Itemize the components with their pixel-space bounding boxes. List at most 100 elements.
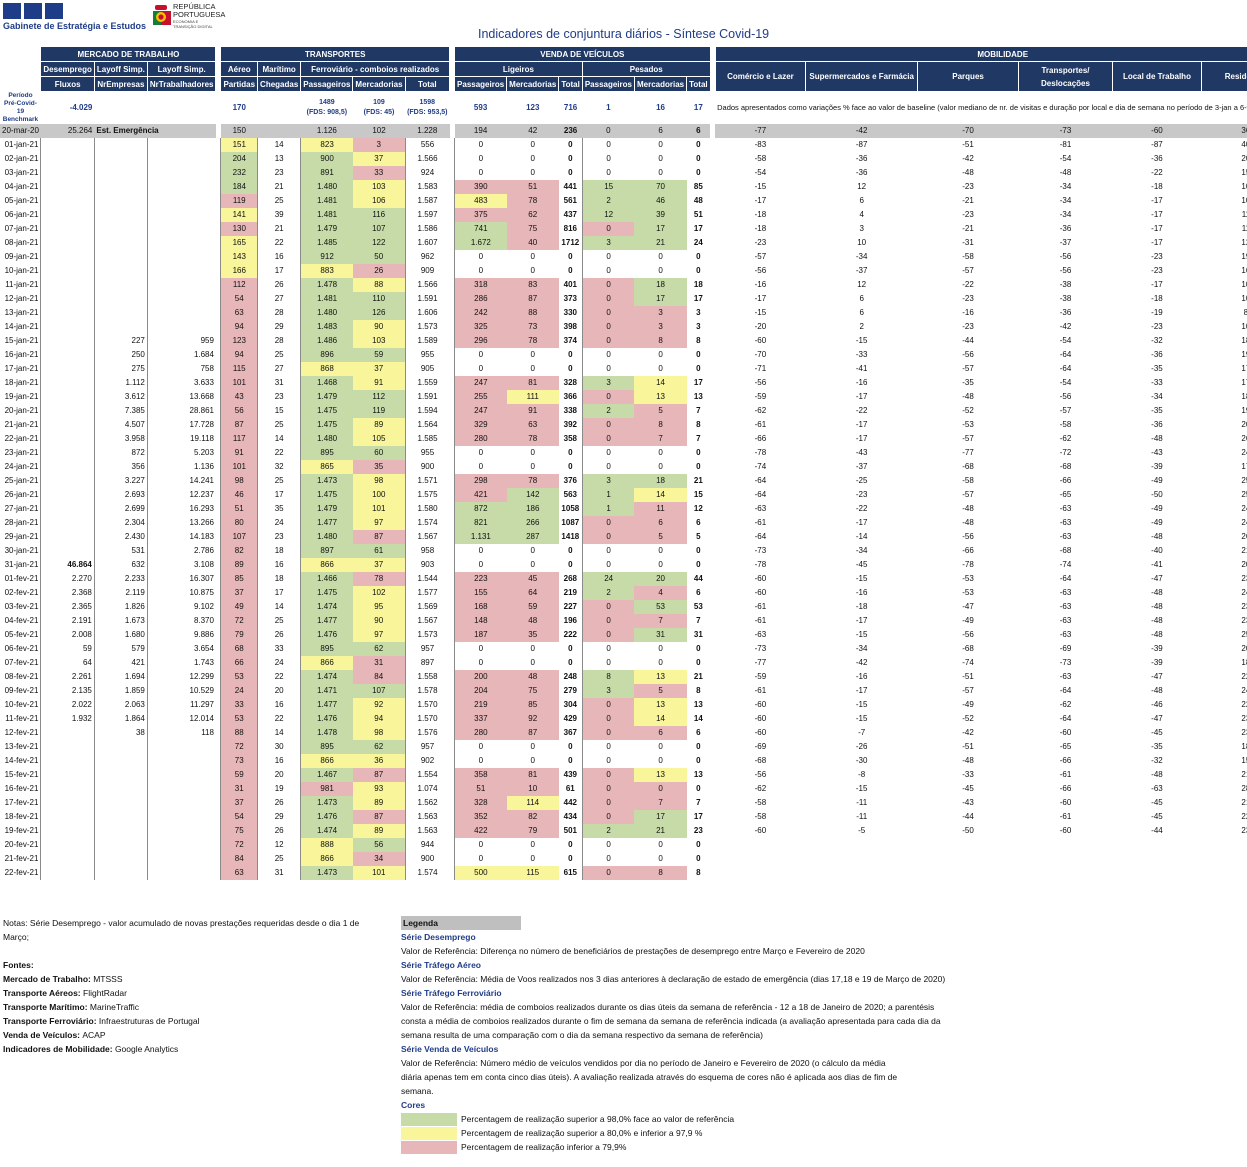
cell-mob-parques: -42 [962, 728, 974, 737]
cell-nrempresas [93, 305, 148, 320]
cell-mob-trabalho: -36 [1151, 420, 1163, 429]
cell-date: 20-fev-21 [4, 840, 39, 849]
cell-pes-pass: 0 [581, 711, 635, 726]
cell-nrtrabalhadores [146, 767, 216, 782]
cell-mob-supermercados [806, 838, 918, 852]
col-ferro-total: Total [404, 76, 451, 92]
cell-lig-merc: 0 [530, 756, 535, 765]
table-row: 01-jan-21 151 14 823 3 556 0 0 0 0 0 0 -83 -87 -51 -81-… [0, 137, 1247, 152]
cell-nrtrabalhadores [146, 809, 216, 824]
col-pes-total: Total [686, 76, 711, 92]
cell-date: 09-fev-21 [4, 686, 39, 695]
cell-nrempresas [93, 767, 148, 782]
cell-mob-transportes: -34 [1059, 196, 1072, 205]
cell-fluxos [40, 235, 95, 250]
source-label: Venda de Veículos: [3, 1030, 83, 1040]
cell-fluxos [40, 543, 95, 558]
table-row: 18-jan-21 1.112 3.633 101 31 1.468 91 1.559 247 8… [0, 375, 1247, 390]
cell-lig-merc: 78 [506, 193, 559, 208]
cell-lig-pass: 1.672 [454, 235, 507, 250]
cell-mob-parques: -48 [962, 504, 974, 513]
cell-mob-supermercados: -26 [855, 742, 868, 751]
cell-maritimo: 23 [257, 529, 301, 544]
cell-pes-merc: 14 [634, 711, 687, 726]
cell-date: 22-fev-21 [4, 868, 39, 877]
legend-title: Legenda [401, 916, 521, 930]
cell-ferro-total: 1.607 [404, 235, 450, 250]
cell-ferro-pass: 866 [300, 655, 353, 670]
table-row: 20-jan-21 7.385 28.861 56 15 1.475 119 1.594 247… [0, 403, 1247, 418]
cell-pes-pass: 1 [581, 501, 635, 516]
cell-lig-merc: 0 [530, 154, 535, 163]
cell-ferro-total: 1.567 [404, 613, 450, 628]
table-row: 05-jan-21 119 25 1.481 106 1.587 483 78 561 2 46 48… [0, 193, 1247, 208]
cell-lig-total: 373 [563, 294, 577, 303]
cell-mob-parques: -50 [962, 826, 974, 835]
cell-pes-merc: 5 [634, 683, 687, 698]
cell-pes-pass: 2 [581, 403, 635, 418]
cell-lig-merc: 73 [506, 319, 559, 334]
cell-ferro-total: 1.574 [404, 865, 450, 880]
cell-mob-comercio: -61 [754, 420, 767, 429]
cell-nrempresas: 227 [93, 333, 148, 348]
cell-mob-comercio: -61 [754, 602, 767, 611]
cell-pes-pass: 0 [581, 417, 635, 432]
cell-ferro-total: 903 [404, 557, 450, 572]
legend-section-desemprego: Série Desemprego [401, 932, 476, 942]
cell-lig-merc: 82 [506, 809, 559, 824]
cell-fluxos: 46.864 [40, 557, 95, 572]
cell-nrtrabalhadores: 11.297 [146, 697, 216, 712]
republica-emblem-icon [153, 5, 171, 25]
cell-lig-pass: 0 [454, 655, 507, 670]
table-row: 10-jan-21 166 17 883 26 909 0 0 0 0 0 0 -56 -37 -57 -56… [0, 263, 1247, 278]
cell-lig-merc: 87 [506, 291, 559, 306]
cell-ferro-pass: 1.474 [300, 823, 353, 838]
cell-lig-total: 434 [563, 812, 577, 821]
cell-maritimo: 25 [257, 417, 301, 432]
cell-pes-merc: 0 [658, 756, 663, 765]
cell-date: 17-jan-21 [4, 364, 39, 373]
cell-mob-trabalho: -48 [1151, 616, 1163, 625]
cell-mob-supermercados: -23 [855, 490, 868, 499]
benchmark-pes-pass: 1 [606, 102, 611, 112]
cell-pes-pass: 0 [581, 515, 635, 530]
cell-pes-merc: 18 [634, 277, 687, 292]
cell-fluxos [40, 207, 95, 222]
cell-pes-pass: 0 [581, 263, 635, 278]
cell-pes-merc: 0 [658, 854, 663, 863]
cell-date: 15-fev-21 [4, 770, 39, 779]
cell-nrtrabalhadores: 13.668 [146, 389, 216, 404]
cell-date: 02-jan-21 [4, 154, 39, 163]
cell-ferro-total: 1.558 [404, 669, 450, 684]
cell-lig-total: 0 [568, 854, 573, 863]
cell-mob-trabalho: -35 [1151, 742, 1163, 751]
cell-pes-pass: 0 [581, 445, 635, 460]
cell-nrempresas [93, 221, 148, 236]
cell-mob-residencia: 18 [1241, 658, 1247, 667]
cell-mob-trabalho: -49 [1151, 518, 1163, 527]
cell-nrtrabalhadores [146, 137, 216, 152]
emergency-ferro-merc: 102 [352, 123, 406, 138]
cell-aereo: 89 [220, 557, 258, 572]
cell-mob-supermercados: 2 [859, 322, 864, 331]
cell-mob-residencia: 20 [1241, 420, 1247, 429]
col-pes-mercadorias: Mercadorias [633, 76, 688, 92]
cell-date: 04-jan-21 [4, 182, 39, 191]
cell-ferro-pass: 1.479 [300, 221, 353, 236]
cell-fluxos [40, 753, 95, 768]
cell-maritimo: 25 [257, 473, 301, 488]
cell-mob-residencia: 11 [1241, 224, 1247, 233]
cell-aereo: 73 [220, 753, 258, 768]
cell-lig-pass: 242 [454, 305, 507, 320]
rp-line3: ECONOMIA E [173, 19, 199, 24]
cell-nrtrabalhadores: 1.684 [146, 347, 216, 362]
cell-lig-merc: 266 [506, 515, 559, 530]
table-row: 20-fev-21 72 12 888 56 944 0 0 0 0 0 0 [0, 837, 1247, 852]
cell-mob-residencia: 20 [1241, 154, 1247, 163]
cell-mob-trabalho: -32 [1151, 336, 1163, 345]
cell-nrempresas: 1.864 [93, 711, 148, 726]
table-row: 23-jan-21 872 5.203 91 22 895 60 955 0 0 0 0 0 0 -78 -4… [0, 445, 1247, 460]
cell-lig-pass: 219 [454, 697, 507, 712]
cell-mob-transportes: -54 [1059, 378, 1072, 387]
cell-fluxos [40, 165, 95, 180]
